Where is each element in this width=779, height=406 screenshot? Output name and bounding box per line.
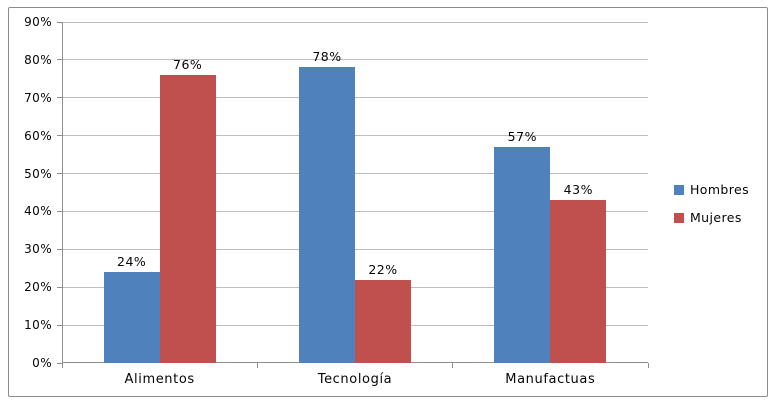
x-axis-tick	[647, 363, 649, 368]
bar-hombres-3	[494, 147, 551, 363]
bar-hombres-2	[299, 67, 355, 363]
y-axis-line	[62, 22, 63, 363]
gridline	[62, 135, 648, 137]
x-axis-tick	[256, 363, 258, 368]
y-axis-tick	[57, 362, 62, 364]
category-label: Alimentos	[124, 372, 195, 387]
y-axis-label: 80%	[24, 52, 52, 67]
gridline	[62, 173, 648, 175]
legend-swatch-mujeres	[674, 212, 684, 223]
x-axis-tick	[452, 363, 454, 368]
y-axis-label: 30%	[24, 242, 52, 257]
y-axis-tick	[57, 135, 62, 137]
y-axis-label: 20%	[24, 280, 52, 295]
legend-swatch-hombres	[674, 184, 684, 195]
y-axis-label: 90%	[24, 15, 52, 29]
y-axis-label: 0%	[32, 356, 52, 370]
y-axis-tick	[57, 210, 62, 212]
legend-item-mujeres: Mujeres	[674, 210, 749, 225]
y-axis-label: 40%	[24, 204, 52, 219]
gridline	[62, 248, 648, 250]
gridline	[62, 21, 648, 23]
legend-label-hombres: Hombres	[690, 182, 750, 197]
value-label: 22%	[368, 261, 398, 277]
bar-mujeres-1	[159, 75, 216, 363]
category-label: Tecnología	[317, 372, 393, 387]
value-label: 43%	[563, 182, 593, 198]
category-label: Manufactuas	[505, 372, 596, 387]
y-axis-tick	[57, 97, 62, 99]
bar-mujeres-3	[550, 200, 607, 363]
value-label: 24%	[117, 254, 147, 270]
bar-mujeres-2	[355, 279, 411, 363]
value-label: 76%	[173, 57, 203, 73]
value-label: 57%	[507, 129, 537, 145]
bar-hombres-1	[103, 272, 160, 363]
y-axis-tick	[57, 59, 62, 61]
y-axis-tick	[57, 286, 62, 288]
x-axis-tick	[61, 363, 63, 368]
value-label: 78%	[312, 49, 342, 65]
y-axis-label: 60%	[24, 128, 52, 143]
y-axis-tick	[57, 324, 62, 326]
legend: Hombres Mujeres	[674, 182, 749, 238]
y-axis-tick	[57, 248, 62, 250]
gridline	[62, 97, 648, 99]
gridline	[62, 210, 648, 212]
legend-item-hombres: Hombres	[674, 182, 749, 197]
y-axis-label: 10%	[24, 318, 52, 333]
y-axis-tick	[57, 173, 62, 175]
legend-label-mujeres: Mujeres	[690, 210, 742, 225]
plot-area: 0% 10% 20% 30% 40% 50% 60% 70% 80% 90% 24% 76% Alime…	[24, 15, 649, 387]
y-axis-label: 70%	[24, 90, 52, 105]
y-axis-label: 50%	[24, 166, 52, 181]
y-axis-tick	[57, 21, 62, 23]
gridline	[62, 59, 648, 61]
